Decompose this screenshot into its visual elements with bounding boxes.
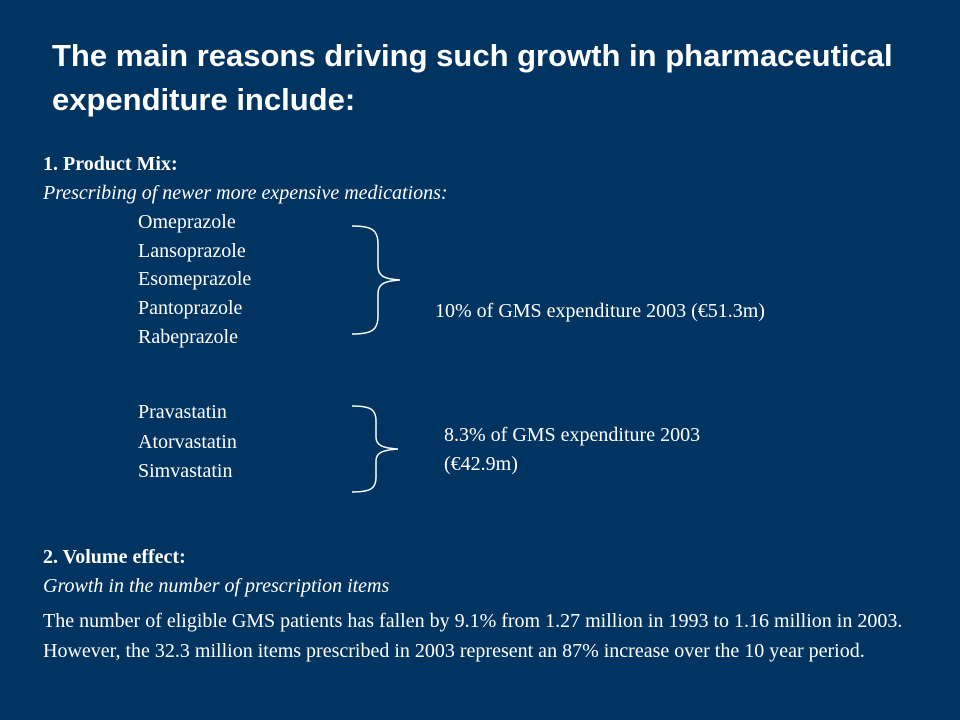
drug-pravastatin: Pravastatin — [138, 401, 227, 423]
drug-rabeprazole: Rabeprazole — [138, 326, 238, 348]
ppi-group-brace — [351, 225, 401, 335]
statin-group-brace — [351, 405, 399, 493]
ppi-expenditure-note: 10% of GMS expenditure 2003 (€51.3m) — [435, 300, 765, 322]
volume-effect-paragraph: The number of eligible GMS patients has … — [43, 610, 903, 662]
section1-heading: 1. Product Mix: — [43, 153, 178, 175]
section1-subheading: Prescribing of newer more expensive medi… — [43, 182, 448, 204]
slide-title: The main reasons driving such growth in … — [52, 38, 893, 117]
drug-simvastatin: Simvastatin — [138, 460, 233, 482]
drug-esomeprazole: Esomeprazole — [138, 268, 252, 290]
section2-subheading: Growth in the number of prescription ite… — [43, 575, 390, 597]
statin-expenditure-note-line2: (€42.9m) — [444, 453, 518, 475]
drug-lansoprazole: Lansoprazole — [138, 240, 246, 262]
section2-heading: 2. Volume effect: — [43, 546, 186, 568]
drug-atorvastatin: Atorvastatin — [138, 431, 237, 453]
drug-omeprazole: Omeprazole — [138, 211, 236, 233]
drug-pantoprazole: Pantoprazole — [138, 297, 243, 319]
statin-expenditure-note-line1: 8.3% of GMS expenditure 2003 — [444, 424, 701, 446]
